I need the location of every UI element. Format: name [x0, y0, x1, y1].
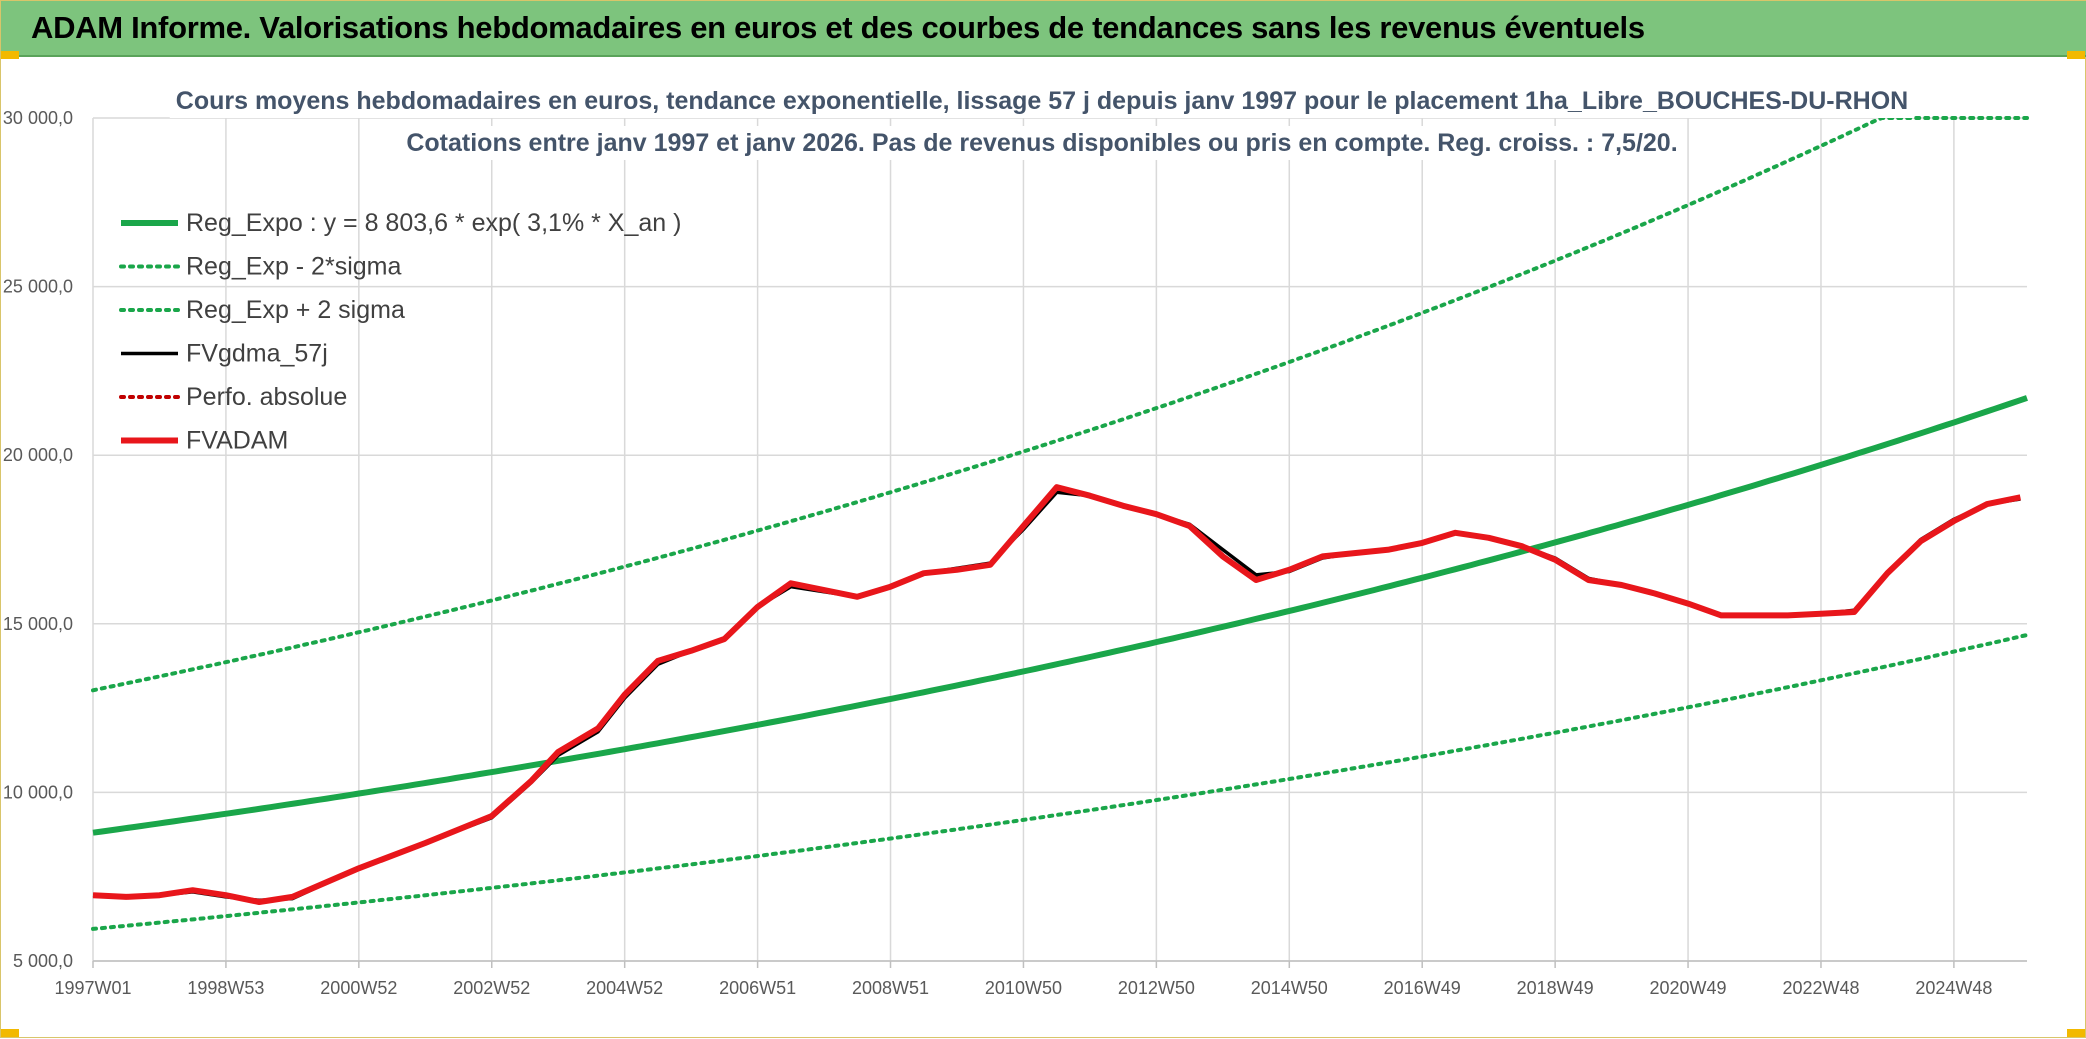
chart-title-bg [169, 84, 1915, 118]
series-line-trend_high [91, 116, 2029, 693]
x-tick-label: 2004W52 [586, 978, 663, 998]
x-tick-label: 2018W49 [1517, 978, 1594, 998]
axes: 5 000,0 10 000,0 15 000,0 20 000,0 25 000,0 3… [3, 108, 2027, 998]
x-tick-label: 2016W49 [1384, 978, 1461, 998]
series-line-trend_low [91, 633, 2029, 931]
chart-titles: Cours moyens hebdomadaires en euros, ten… [169, 84, 1915, 160]
x-tick-label: 2000W52 [320, 978, 397, 998]
x-tick-label: 2012W50 [1118, 978, 1195, 998]
x-tick-label: 2008W51 [852, 978, 929, 998]
y-tick-label: 20 000,0 [3, 445, 73, 465]
legend-label: Reg_Expo : y = 8 803,6 * exp( 3,1% * X_a… [186, 209, 681, 237]
x-tick-label: 2002W52 [453, 978, 530, 998]
x-tick-label: 1997W01 [54, 978, 131, 998]
grid-lines [92, 117, 2027, 962]
y-tick-label: 25 000,0 [3, 277, 73, 297]
corner-marker-bottom-left [1, 1029, 19, 1037]
chart-title: Cours moyens hebdomadaires en euros, ten… [176, 87, 1908, 115]
legend-label: FVgdma_57j [186, 340, 328, 368]
x-tick-label: 2006W51 [719, 978, 796, 998]
series-line-data [92, 490, 2021, 903]
chart-subtitle-bg [400, 126, 1684, 160]
x-tick-label: 2020W49 [1650, 978, 1727, 998]
y-tick-label: 30 000,0 [3, 108, 73, 128]
legend-label: Reg_Exp - 2*sigma [186, 253, 401, 281]
y-tick-label: 15 000,0 [3, 614, 73, 634]
corner-marker-left [1, 51, 19, 59]
y-tick-label: 5 000,0 [13, 951, 73, 971]
series-line-data [92, 484, 2022, 905]
title-banner: ADAM Informe. Valorisations hebdomadaire… [1, 1, 2086, 57]
corner-marker-right [2067, 51, 2085, 59]
chart-subtitle: Cotations entre janv 1997 et janv 2026. … [406, 129, 1677, 157]
y-tick-label: 10 000,0 [3, 782, 73, 802]
series-lines [91, 116, 2029, 931]
x-tick-label: 2014W50 [1251, 978, 1328, 998]
legend-label: Perfo. absolue [186, 383, 347, 411]
x-tick-label: 2010W50 [985, 978, 1062, 998]
corner-marker-bottom-right [2067, 1029, 2085, 1037]
series-line-trend [92, 395, 2028, 836]
legend-label: Reg_Exp + 2 sigma [186, 296, 405, 324]
banner-title: ADAM Informe. Valorisations hebdomadaire… [31, 10, 1645, 45]
legend-label: FVADAM [186, 427, 288, 455]
x-tick-label: 1998W53 [187, 978, 264, 998]
x-tick-label: 2024W48 [1915, 978, 1992, 998]
legend: Reg_Expo : y = 8 803,6 * exp( 3,1% * X_a… [119, 209, 681, 455]
x-tick-label: 2022W48 [1782, 978, 1859, 998]
